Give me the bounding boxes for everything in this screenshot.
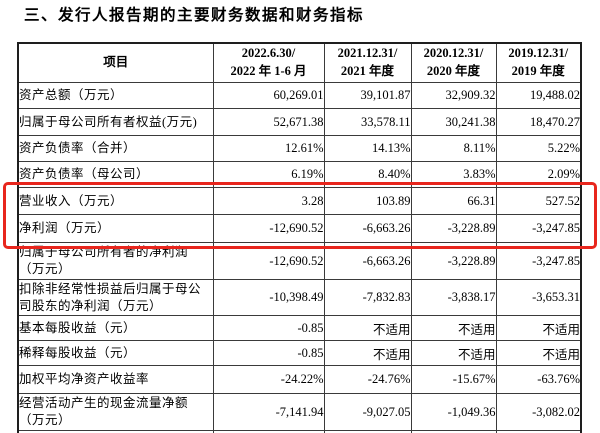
- value-cell: -15.67%: [410, 365, 497, 394]
- col-header-2019: 2019.12.31/ 2019 年度: [495, 42, 582, 83]
- value-cell: 不适用: [410, 315, 497, 341]
- table-row: 资产负债率（合并） 12.61% 14.13% 8.11% 5.22%: [17, 135, 582, 162]
- value-cell: -12,690.52: [212, 214, 325, 243]
- table-row: 资产总额（万元） 60,269.01 39,101.87 32,909.32 19,48…: [17, 82, 582, 109]
- table-row: 扣除非经常性损益后归属于母公司股东的净利润（万元） -10,398.49 -7,83…: [17, 279, 582, 316]
- table-row: 营业收入（万元） 3.28 103.89 66.31 527.52: [17, 187, 582, 215]
- table-header-row: 项目 2022.6.30/ 2022 年 1-6 月 2021.12.31/ 2…: [17, 42, 582, 83]
- value-cell: -0.85: [212, 340, 325, 366]
- value-cell: -3,653.31: [495, 279, 582, 316]
- col-header-2021: 2021.12.31/ 2021 年度: [323, 42, 412, 83]
- value-cell: -24.22%: [212, 365, 325, 394]
- table-row: 资产负债率（母公司） 6.19% 8.40% 3.83% 2.09%: [17, 161, 582, 188]
- table-body: 资产总额（万元） 60,269.01 39,101.87 32,909.32 19,48…: [17, 82, 582, 433]
- row-label: 扣除非经常性损益后归属于母公司股东的净利润（万元）: [17, 279, 214, 316]
- cut-off-cell: [495, 430, 582, 433]
- value-cell: 不适用: [495, 315, 582, 341]
- value-cell: 52,671.38: [212, 108, 325, 136]
- value-cell: 527.52: [495, 187, 582, 215]
- row-label: 归属于母公司所有者权益(万元): [17, 108, 214, 136]
- value-cell: 103.89: [323, 187, 412, 215]
- value-cell: 不适用: [323, 340, 412, 366]
- value-cell: -3,082.02: [495, 393, 582, 431]
- value-cell: 60,269.01: [212, 82, 325, 109]
- value-cell: 39,101.87: [323, 82, 412, 109]
- value-cell: 18,470.27: [495, 108, 582, 136]
- col-header-line: 2020.12.31/: [423, 46, 484, 61]
- col-header-2022: 2022.6.30/ 2022 年 1-6 月: [212, 42, 325, 83]
- value-cell: -6,663.26: [323, 242, 412, 280]
- value-cell: -1,049.36: [410, 393, 497, 431]
- value-cell: -7,141.94: [212, 393, 325, 431]
- table-row: 稀释每股收益（元） -0.85 不适用 不适用 不适用: [17, 340, 582, 366]
- table-row: 归属于母公司所有者的净利润（万元） -12,690.52 -6,663.26 -3,2…: [17, 242, 582, 280]
- table-row: 归属于母公司所有者权益(万元) 52,671.38 33,578.11 30,241.…: [17, 108, 582, 136]
- financial-table: 项目 2022.6.30/ 2022 年 1-6 月 2021.12.31/ 2…: [17, 42, 582, 433]
- row-label: 经营活动产生的现金流量净额（万元）: [17, 393, 214, 431]
- value-cell: 3.28: [212, 187, 325, 215]
- value-cell: 2.09%: [495, 161, 582, 188]
- value-cell: -10,398.49: [212, 279, 325, 316]
- value-cell: -3,838.17: [410, 279, 497, 316]
- value-cell: 不适用: [323, 315, 412, 341]
- value-cell: -0.85: [212, 315, 325, 341]
- value-cell: -3,228.89: [410, 242, 497, 280]
- value-cell: -3,228.89: [410, 214, 497, 243]
- value-cell: 不适用: [495, 340, 582, 366]
- table-row: 加权平均净资产收益率 -24.22% -24.76% -15.67% -63.76%: [17, 365, 582, 394]
- value-cell: 33,578.11: [323, 108, 412, 136]
- col-header-line: 2021.12.31/: [337, 46, 398, 61]
- table-row: 净利润（万元） -12,690.52 -6,663.26 -3,228.89 -3,24…: [17, 214, 582, 243]
- value-cell: 8.11%: [410, 135, 497, 162]
- row-label: 基本每股收益（元）: [17, 315, 214, 341]
- col-header-line: 2022 年 1-6 月: [230, 64, 307, 78]
- cut-off-row: [17, 430, 582, 433]
- value-cell: 19,488.02: [495, 82, 582, 109]
- row-label: 归属于母公司所有者的净利润（万元）: [17, 242, 214, 280]
- row-label: 资产负债率（合并）: [17, 135, 214, 162]
- table-row: 基本每股收益（元） -0.85 不适用 不适用 不适用: [17, 315, 582, 341]
- value-cell: 5.22%: [495, 135, 582, 162]
- col-header-line: 2022.6.30/: [241, 46, 296, 61]
- value-cell: -6,663.26: [323, 214, 412, 243]
- col-header-line: 项目: [103, 55, 129, 70]
- value-cell: 6.19%: [212, 161, 325, 188]
- section-title: 三、发行人报告期的主要财务数据和财务指标: [24, 7, 365, 24]
- value-cell: -7,832.83: [323, 279, 412, 316]
- value-cell: -3,247.85: [495, 214, 582, 243]
- row-label: 加权平均净资产收益率: [17, 365, 214, 394]
- value-cell: -9,027.05: [323, 393, 412, 431]
- value-cell: -63.76%: [495, 365, 582, 394]
- value-cell: 3.83%: [410, 161, 497, 188]
- row-label: 营业收入（万元）: [17, 187, 214, 215]
- value-cell: 不适用: [410, 340, 497, 366]
- row-label: 资产负债率（母公司）: [17, 161, 214, 188]
- col-header-line: 2020 年度: [426, 64, 481, 78]
- value-cell: -3,247.85: [495, 242, 582, 280]
- value-cell: -12,690.52: [212, 242, 325, 280]
- row-label: 资产总额（万元）: [17, 82, 214, 109]
- value-cell: 32,909.32: [410, 82, 497, 109]
- col-header-line: 2019 年度: [511, 64, 565, 78]
- col-header-line: 2021 年度: [340, 64, 395, 78]
- row-label: 净利润（万元）: [17, 214, 214, 243]
- value-cell: 14.13%: [323, 135, 412, 162]
- value-cell: 8.40%: [323, 161, 412, 188]
- table-row: 经营活动产生的现金流量净额（万元） -7,141.94 -9,027.05 -1,04…: [17, 393, 582, 431]
- value-cell: 12.61%: [212, 135, 325, 162]
- row-label: 稀释每股收益（元）: [17, 340, 214, 366]
- value-cell: 66.31: [410, 187, 497, 215]
- col-header-2020: 2020.12.31/ 2020 年度: [410, 42, 497, 83]
- value-cell: -24.76%: [323, 365, 412, 394]
- value-cell: 30,241.38: [410, 108, 497, 136]
- col-header-item: 项目: [17, 42, 214, 83]
- col-header-line: 2019.12.31/: [508, 46, 569, 61]
